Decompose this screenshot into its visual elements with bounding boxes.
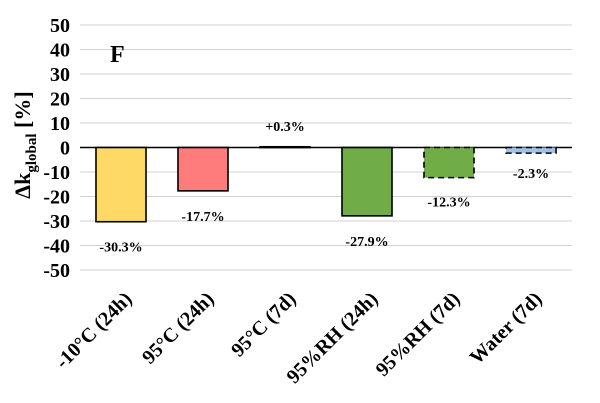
- data-label: -27.9%: [345, 235, 388, 250]
- bar: [95, 146, 147, 223]
- panel-label: F: [110, 42, 125, 68]
- y-tick-label: 0: [60, 138, 70, 160]
- y-axis-label: Δkglobal [%]: [10, 91, 40, 198]
- x-axis-labels: -10°C (24h) 95°C (24h) 95°C (7d)95%RH (24h…: [51, 288, 546, 388]
- y-tick-label: 30: [50, 64, 70, 86]
- x-tick-label: -10°C (24h): [51, 288, 136, 373]
- bar: [177, 146, 229, 192]
- y-axis-label-prefix: Δk: [10, 172, 35, 199]
- bars: [95, 145, 557, 223]
- bar: [259, 145, 311, 149]
- data-labels: -30.3% -17.7% +0.3% -27.9% -12.3% -2.3%: [99, 120, 549, 256]
- y-axis-label-suffix: [%]: [10, 91, 35, 133]
- y-tick-label: -20: [43, 187, 70, 209]
- data-label: -12.3%: [427, 196, 470, 211]
- x-tick-label: Water (7d): [466, 288, 547, 369]
- x-tick-label: 95%RH (7d): [372, 288, 465, 381]
- bar: [505, 146, 557, 154]
- gridlines: [80, 24, 572, 271]
- y-tick-label: -10: [43, 162, 70, 184]
- data-label: -17.7%: [181, 210, 224, 225]
- x-tick-label: 95°C (7d): [227, 288, 300, 361]
- y-tick-label: 50: [50, 15, 70, 37]
- y-tick-label: -50: [43, 260, 70, 282]
- data-label: -2.3%: [513, 167, 549, 182]
- data-label: +0.3%: [265, 120, 304, 135]
- bar: [341, 146, 393, 217]
- y-axis-label-subscript: global: [24, 133, 40, 172]
- data-label: -30.3%: [99, 241, 142, 256]
- y-tick-label: 10: [50, 113, 70, 135]
- y-tick-label: -40: [43, 236, 70, 258]
- y-tick-label: -30: [43, 211, 70, 233]
- x-tick-label: 95°C (24h): [138, 288, 219, 369]
- bar: [423, 146, 475, 179]
- y-tick-label: 40: [50, 40, 70, 62]
- y-tick-label: 20: [50, 89, 70, 111]
